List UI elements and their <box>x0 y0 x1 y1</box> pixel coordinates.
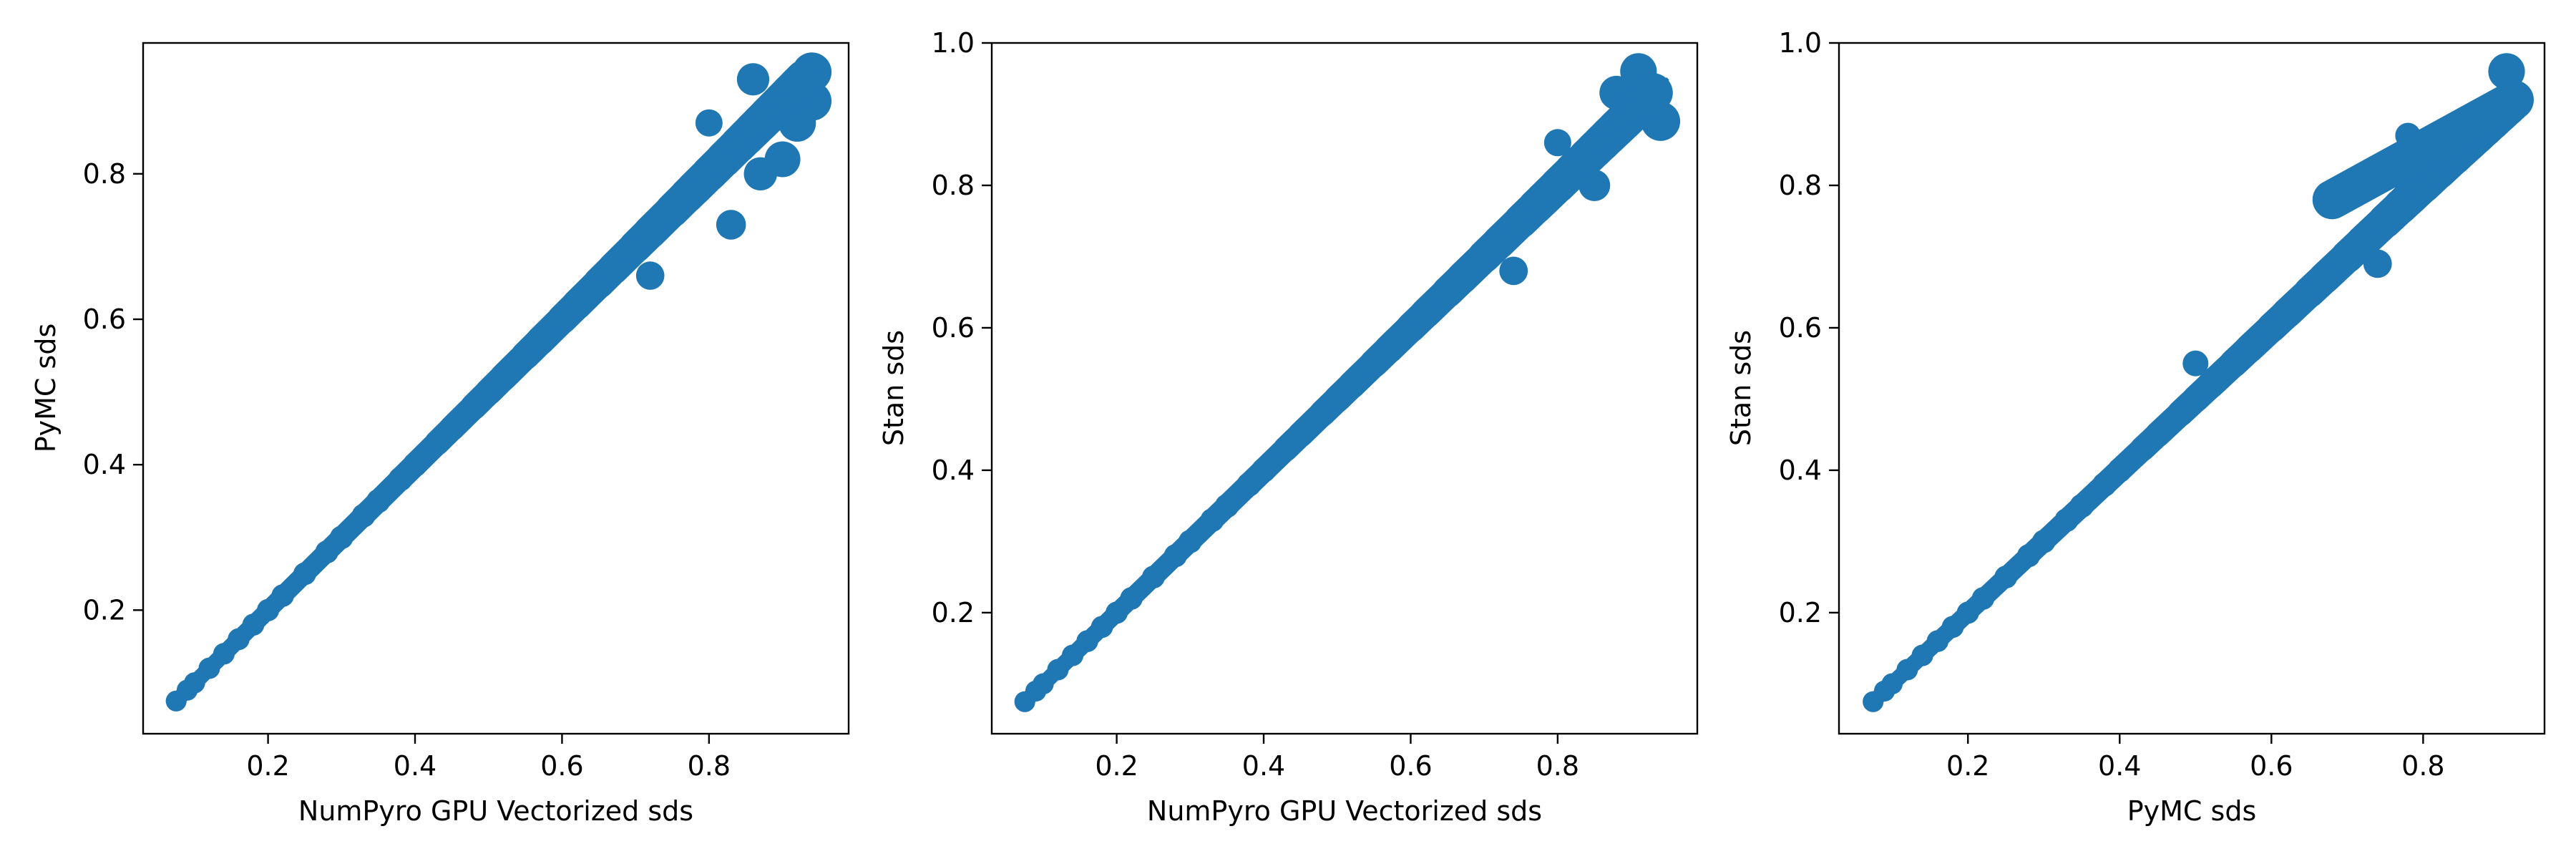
x-tick-label: 0.8 <box>688 750 731 782</box>
x-tick-label: 0.8 <box>2401 750 2444 782</box>
y-axis-ticks: 0.2 0.4 0.6 0.8 1.0 <box>932 27 992 629</box>
data-point <box>743 157 777 191</box>
data-point <box>1543 129 1571 157</box>
y-axis-ticks: 0.2 0.4 0.6 0.8 1.0 <box>1779 27 1839 629</box>
x-tick-label: 0.2 <box>1946 750 1989 782</box>
y-tick-label: 1.0 <box>932 27 975 59</box>
data-points <box>1863 53 2534 712</box>
y-axis-ticks: 0.2 0.4 0.6 0.8 <box>83 158 143 626</box>
y-tick-label: 0.6 <box>83 304 126 335</box>
x-axis-ticks: 0.2 0.4 0.6 0.8 <box>246 734 731 782</box>
chart-panel-1: 0.2 0.4 0.6 0.8 0.2 0.4 0.6 0.8 NumPyro GPU Ve… <box>30 42 850 827</box>
data-point-band <box>1626 73 1673 120</box>
y-tick-label: 0.4 <box>1779 455 1822 486</box>
x-axis-label: NumPyro GPU Vectorized sds <box>298 795 693 827</box>
axes-frame <box>142 42 850 735</box>
x-tick-label: 0.4 <box>394 750 436 782</box>
x-tick-label: 0.8 <box>1536 750 1579 782</box>
y-tick-label: 0.4 <box>932 455 975 486</box>
data-point <box>635 261 665 290</box>
y-tick-label: 0.8 <box>1779 170 1822 201</box>
y-tick-label: 1.0 <box>1779 27 1822 59</box>
y-tick-label: 0.6 <box>1779 312 1822 344</box>
x-tick-label: 0.4 <box>1242 750 1285 782</box>
data-point-band <box>777 59 824 107</box>
y-axis-label: Stan sds <box>878 330 909 446</box>
y-tick-label: 0.8 <box>932 170 975 201</box>
data-point <box>736 63 770 96</box>
y-axis-label: PyMC sds <box>30 324 62 453</box>
x-axis-ticks: 0.2 0.4 0.6 0.8 <box>1946 734 2445 782</box>
x-tick-label: 0.4 <box>2098 750 2141 782</box>
x-tick-label: 0.6 <box>2250 750 2293 782</box>
y-tick-label: 0.8 <box>83 158 126 190</box>
axes-frame <box>1838 42 2546 735</box>
y-tick-label: 0.6 <box>932 312 975 344</box>
x-tick-label: 0.6 <box>540 750 583 782</box>
x-tick-label: 0.6 <box>1389 750 1432 782</box>
data-point <box>1499 256 1528 286</box>
y-axis-label: Stan sds <box>1725 330 1757 446</box>
x-tick-label: 0.2 <box>1095 750 1138 782</box>
y-tick-label: 0.2 <box>932 597 975 629</box>
y-tick-label: 0.2 <box>1779 597 1822 629</box>
x-axis-label: PyMC sds <box>2127 795 2257 827</box>
chart-panel-2: 0.2 0.4 0.6 0.8 0.2 0.4 0.6 0.8 1.0 NumPyro GPU… <box>878 27 1699 827</box>
data-points <box>1014 53 1681 712</box>
y-tick-label: 0.2 <box>83 594 126 626</box>
data-point <box>695 109 723 137</box>
data-point <box>716 210 746 240</box>
chart-panel-3: 0.2 0.4 0.6 0.8 0.2 0.4 0.6 0.8 1.0 PyMC sds St… <box>1725 27 2546 827</box>
x-tick-label: 0.2 <box>246 750 289 782</box>
y-tick-label: 0.4 <box>83 449 126 480</box>
data-point-band <box>2312 80 2534 220</box>
data-point <box>2182 350 2209 377</box>
x-axis-ticks: 0.2 0.4 0.6 0.8 <box>1095 734 1579 782</box>
x-axis-label: NumPyro GPU Vectorized sds <box>1147 795 1542 827</box>
data-points <box>165 52 832 712</box>
axes-frame <box>990 42 1699 735</box>
